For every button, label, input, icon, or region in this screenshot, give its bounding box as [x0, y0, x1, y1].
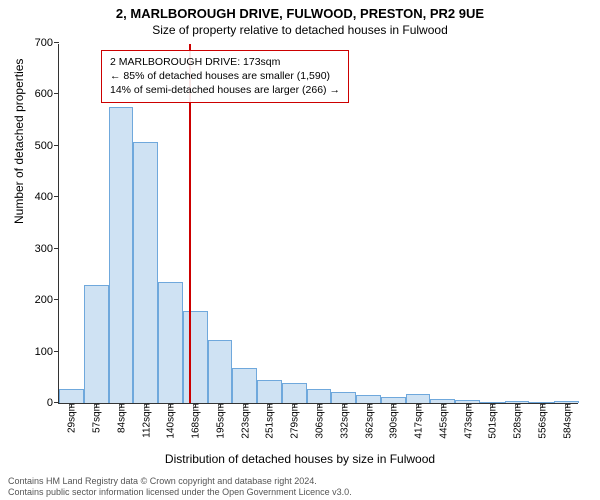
x-tick-label: 279sqm [288, 403, 301, 439]
histogram-bar [59, 389, 84, 403]
histogram-bar [232, 368, 257, 403]
x-tick-label: 195sqm [213, 403, 226, 439]
x-tick-label: 140sqm [164, 403, 177, 439]
info-line-1: 2 MARLBOROUGH DRIVE: 173sqm [110, 55, 340, 69]
plot-region: 010020030040050060070029sqm57sqm84sqm112… [58, 44, 578, 404]
x-tick-label: 501sqm [486, 403, 499, 439]
chart-area: 010020030040050060070029sqm57sqm84sqm112… [58, 44, 578, 404]
x-tick-mark [121, 403, 122, 408]
x-tick-mark [146, 403, 147, 408]
histogram-bar [356, 395, 381, 403]
y-tick-label: 100 [35, 346, 59, 358]
y-tick-label: 700 [35, 37, 59, 49]
y-tick-mark [54, 196, 59, 197]
x-tick-mark [517, 403, 518, 408]
y-tick-label: 400 [35, 191, 59, 203]
info-box: 2 MARLBOROUGH DRIVE: 173sqm← 85% of deta… [101, 50, 349, 103]
x-tick-mark [220, 403, 221, 408]
x-tick-label: 473sqm [461, 403, 474, 439]
info-line-3: 14% of semi-detached houses are larger (… [110, 83, 340, 97]
histogram-bar [257, 380, 282, 403]
x-tick-mark [195, 403, 196, 408]
x-tick-mark [344, 403, 345, 408]
x-tick-mark [443, 403, 444, 408]
x-tick-label: 584sqm [560, 403, 573, 439]
x-tick-mark [269, 403, 270, 408]
x-tick-label: 223sqm [238, 403, 251, 439]
x-tick-label: 445sqm [436, 403, 449, 439]
footer-line-1: Contains HM Land Registry data © Crown c… [8, 476, 352, 487]
footer-attribution: Contains HM Land Registry data © Crown c… [8, 476, 352, 498]
x-tick-mark [492, 403, 493, 408]
x-tick-mark [567, 403, 568, 408]
histogram-bar [406, 394, 431, 403]
y-axis-label: Number of detached properties [12, 59, 26, 224]
x-tick-label: 332sqm [337, 403, 350, 439]
x-tick-mark [319, 403, 320, 408]
x-tick-label: 251sqm [263, 403, 276, 439]
info-line-2: ← 85% of detached houses are smaller (1,… [110, 69, 340, 83]
y-tick-mark [54, 145, 59, 146]
x-tick-mark [294, 403, 295, 408]
y-tick-mark [54, 93, 59, 94]
x-tick-label: 528sqm [511, 403, 524, 439]
y-tick-label: 500 [35, 140, 59, 152]
y-tick-mark [54, 299, 59, 300]
x-tick-label: 112sqm [139, 403, 152, 438]
y-tick-mark [54, 42, 59, 43]
x-tick-mark [170, 403, 171, 408]
x-tick-label: 306sqm [313, 403, 326, 439]
histogram-bar [208, 340, 233, 403]
x-tick-mark [96, 403, 97, 408]
x-tick-mark [418, 403, 419, 408]
histogram-bar [307, 389, 332, 403]
histogram-bar [158, 282, 183, 403]
y-tick-label: 600 [35, 88, 59, 100]
x-tick-mark [245, 403, 246, 408]
x-tick-mark [393, 403, 394, 408]
histogram-bar [109, 107, 134, 403]
histogram-bar [133, 142, 158, 403]
x-tick-label: 417sqm [412, 403, 425, 439]
x-tick-mark [542, 403, 543, 408]
y-tick-label: 300 [35, 243, 59, 255]
x-tick-label: 390sqm [387, 403, 400, 439]
x-tick-label: 362sqm [362, 403, 375, 439]
x-tick-mark [369, 403, 370, 408]
x-tick-mark [71, 403, 72, 408]
x-tick-mark [468, 403, 469, 408]
y-tick-mark [54, 248, 59, 249]
chart-title-main: 2, MARLBOROUGH DRIVE, FULWOOD, PRESTON, … [0, 0, 600, 21]
histogram-bar [282, 383, 307, 403]
y-tick-mark [54, 351, 59, 352]
footer-line-2: Contains public sector information licen… [8, 487, 352, 498]
x-tick-label: 556sqm [535, 403, 548, 439]
chart-title-sub: Size of property relative to detached ho… [0, 21, 600, 37]
histogram-bar [84, 285, 109, 403]
histogram-bar [331, 392, 356, 403]
x-axis-label: Distribution of detached houses by size … [0, 452, 600, 466]
y-tick-label: 200 [35, 294, 59, 306]
y-tick-label: 0 [47, 397, 59, 409]
x-tick-label: 168sqm [189, 403, 202, 439]
histogram-bar [183, 311, 208, 403]
